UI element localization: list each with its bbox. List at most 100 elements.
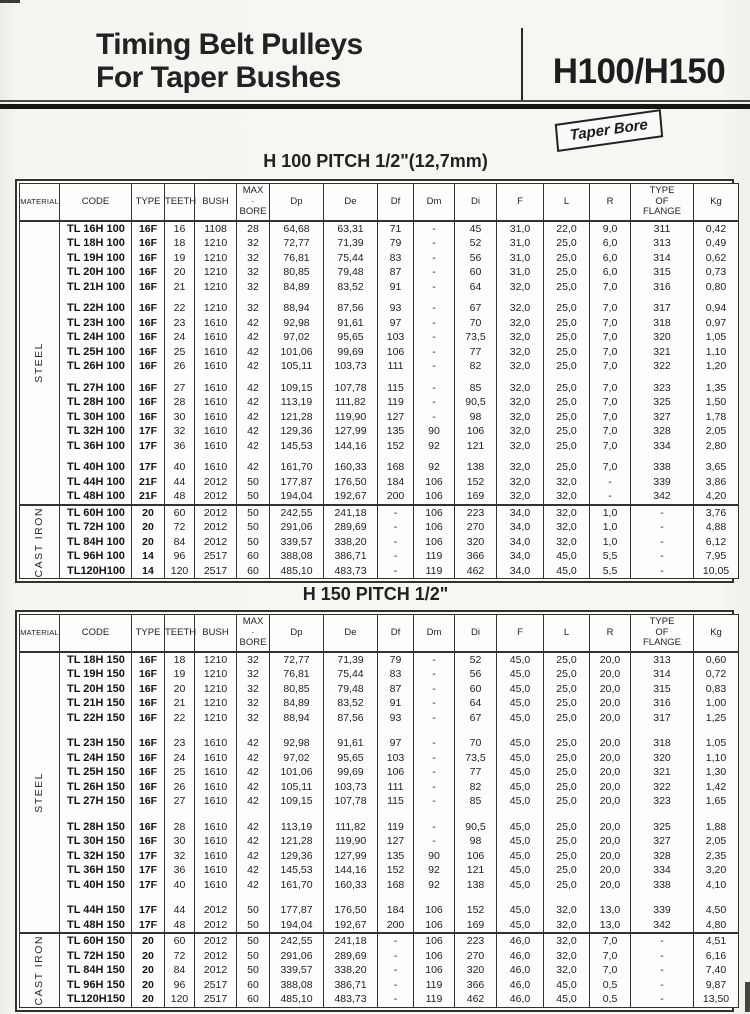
spacer-cell <box>236 892 270 904</box>
value-cell: - <box>413 279 455 295</box>
code-cell: TL 26H 100 <box>59 359 132 374</box>
spacer-cell <box>630 808 694 820</box>
value-cell: 1210 <box>194 696 237 711</box>
value-cell: 366 <box>454 549 497 564</box>
value-cell: 25,0 <box>543 834 590 849</box>
column-header: TYPE <box>131 182 165 222</box>
value-cell: - <box>589 489 631 505</box>
value-cell: - <box>413 779 455 795</box>
value-cell: 32,0 <box>496 380 544 396</box>
spacer-cell <box>236 808 270 820</box>
table-row: TL 23H 100 16F 23 1610 42 92,98 91,61 97-70 32,0… <box>20 315 739 331</box>
code-cell: TL 60H 100 <box>59 504 132 521</box>
value-cell: 115 <box>377 794 414 809</box>
spacer-cell <box>236 294 270 302</box>
value-cell: 25,0 <box>543 736 590 751</box>
value-cell: - <box>413 710 455 726</box>
value-cell: 84 <box>164 534 195 550</box>
value-cell: 7,0 <box>589 344 631 360</box>
value-cell: 2012 <box>194 504 237 521</box>
value-cell: 2012 <box>194 933 237 949</box>
value-cell: 107,78 <box>323 794 378 809</box>
value-cell: 4,10 <box>693 877 739 893</box>
value-cell: 320 <box>630 330 694 345</box>
value-cell: 1,0 <box>589 520 631 535</box>
value-cell: - <box>630 948 694 964</box>
value-cell: 36 <box>164 863 195 878</box>
value-cell: 32 <box>236 250 270 266</box>
value-cell: 7,0 <box>589 380 631 396</box>
spacer-cell <box>323 725 378 737</box>
material-section: CAST IRON TL 60H 150 20 60 2012 50 242,55 241,1… <box>19 933 739 1008</box>
value-cell: 316 <box>630 279 694 295</box>
column-header: TYPE <box>131 613 165 653</box>
spacer-cell <box>589 453 631 461</box>
group-spacer <box>20 808 739 820</box>
value-cell: 1,0 <box>589 504 631 521</box>
type-cell: 16F <box>131 250 165 266</box>
value-cell: 45,0 <box>496 696 544 711</box>
value-cell: 177,87 <box>269 903 324 918</box>
value-cell: 20 <box>164 681 195 697</box>
value-cell: 109,15 <box>269 380 324 396</box>
value-cell: 194,04 <box>269 489 324 505</box>
value-cell: 168 <box>377 877 414 893</box>
value-cell: - <box>630 504 694 521</box>
value-cell: 28 <box>164 395 195 410</box>
value-cell: 291,06 <box>269 948 324 964</box>
value-cell: 119 <box>413 977 455 993</box>
value-cell: 45,0 <box>496 710 544 726</box>
table-row: TL 32H 150 17F 32 1610 42 129,36 127,99 135 90 10… <box>20 848 739 864</box>
value-cell: 1610 <box>194 344 237 360</box>
column-header: Df <box>377 613 414 653</box>
spacer-cell <box>194 453 237 461</box>
value-cell: 50 <box>236 534 270 550</box>
value-cell: 323 <box>630 380 694 396</box>
value-cell: 145,53 <box>269 438 324 454</box>
value-cell: 44 <box>164 903 195 918</box>
value-cell: 2012 <box>194 948 237 964</box>
value-cell: 45,0 <box>543 977 590 993</box>
value-cell: 1610 <box>194 736 237 751</box>
value-cell: 31,0 <box>496 236 544 251</box>
value-cell: 2012 <box>194 903 237 918</box>
value-cell: 45,0 <box>496 651 544 668</box>
spacer-cell <box>630 294 694 302</box>
value-cell: 7,0 <box>589 460 631 475</box>
value-cell: 25 <box>164 344 195 360</box>
column-header: CODE <box>59 182 132 222</box>
spacer-cell <box>269 808 324 820</box>
type-cell: 16F <box>131 330 165 345</box>
value-cell: 200 <box>377 917 414 934</box>
value-cell: 45,0 <box>496 863 544 878</box>
spacer-cell <box>454 373 497 381</box>
code-cell: TL 32H 100 <box>59 424 132 439</box>
spacer-cell <box>589 808 631 820</box>
value-cell: 107,78 <box>323 380 378 396</box>
value-cell: 0,94 <box>693 301 739 316</box>
value-cell: 1,78 <box>693 409 739 425</box>
value-cell: 9,87 <box>693 977 739 993</box>
spacer-cell <box>236 725 270 737</box>
code-cell: TL120H150 <box>59 992 132 1008</box>
table-row: TL 40H 100 17F 40 1610 42 161,70 160,33 168 92 13… <box>20 460 739 475</box>
value-cell: 85 <box>454 794 497 809</box>
value-cell: 388,08 <box>269 977 324 993</box>
value-cell: 5,5 <box>589 549 631 564</box>
value-cell: 13,0 <box>589 903 631 918</box>
value-cell: 84 <box>164 963 195 978</box>
value-cell: 161,70 <box>269 460 324 475</box>
type-cell: 17F <box>131 877 165 893</box>
value-cell: 1610 <box>194 438 237 454</box>
value-cell: 135 <box>377 424 414 439</box>
spacer-cell <box>323 808 378 820</box>
pulley-table: MATERIAL CODE TYPE TEETH BUSH MAX · BORE Dp De D… <box>19 182 739 580</box>
value-cell: 1,35 <box>693 380 739 396</box>
column-header: TYPE OF FLANGE <box>630 613 694 653</box>
column-header: Df <box>377 182 414 222</box>
value-cell: 2517 <box>194 977 237 993</box>
value-cell: - <box>413 330 455 345</box>
value-cell: 97,02 <box>269 750 324 766</box>
value-cell: 316 <box>630 696 694 711</box>
column-header: BUSH <box>194 182 237 222</box>
